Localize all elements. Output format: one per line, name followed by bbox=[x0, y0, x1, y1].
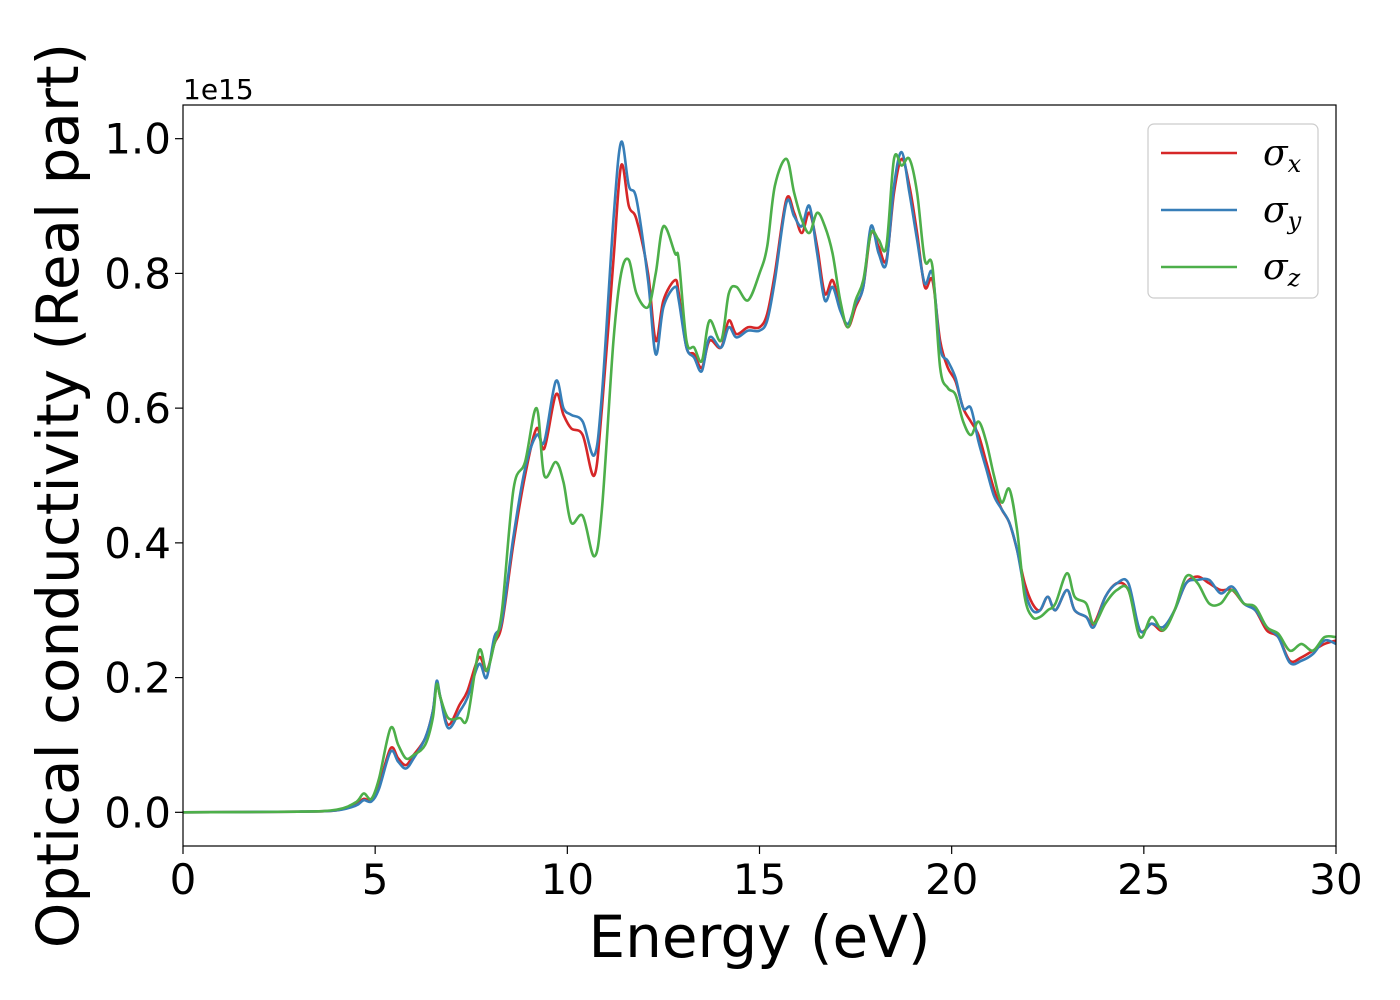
y-tick-label: 0.4 bbox=[104, 519, 171, 568]
y-tick-label: 1.0 bbox=[104, 115, 171, 164]
y-axis-label: Optical conductivity (Real part) bbox=[24, 43, 92, 948]
series-line-sigma-z bbox=[182, 152, 1337, 814]
x-tick-label: 5 bbox=[362, 855, 389, 904]
y-tick-label: 0.8 bbox=[104, 249, 171, 298]
x-axis-label: Energy (eV) bbox=[588, 903, 930, 971]
y-offset-label: 1e15 bbox=[183, 73, 254, 106]
x-tick-label: 30 bbox=[1309, 855, 1362, 904]
x-tick-label: 20 bbox=[925, 855, 978, 904]
legend: σx σy σz bbox=[1147, 123, 1319, 299]
x-tick-label: 0 bbox=[170, 855, 197, 904]
y-tick-label: 0.6 bbox=[104, 384, 171, 433]
y-tick-label: 0.2 bbox=[104, 654, 171, 703]
y-tick-label: 0.0 bbox=[104, 788, 171, 837]
x-axis-ticks: 0 5 10 15 20 25 30 bbox=[170, 846, 1363, 904]
x-tick-label: 10 bbox=[541, 855, 594, 904]
legend-entry-sigma-x: σx bbox=[1263, 133, 1302, 178]
legend-entry-sigma-z: σz bbox=[1263, 247, 1301, 292]
y-axis-ticks: 0.0 0.2 0.4 0.6 0.8 1.0 bbox=[104, 115, 183, 837]
series-layer bbox=[182, 140, 1337, 814]
x-tick-label: 15 bbox=[733, 855, 786, 904]
series-line-sigma-y bbox=[182, 140, 1337, 814]
x-tick-label: 25 bbox=[1117, 855, 1170, 904]
legend-entry-sigma-y: σy bbox=[1263, 190, 1302, 235]
